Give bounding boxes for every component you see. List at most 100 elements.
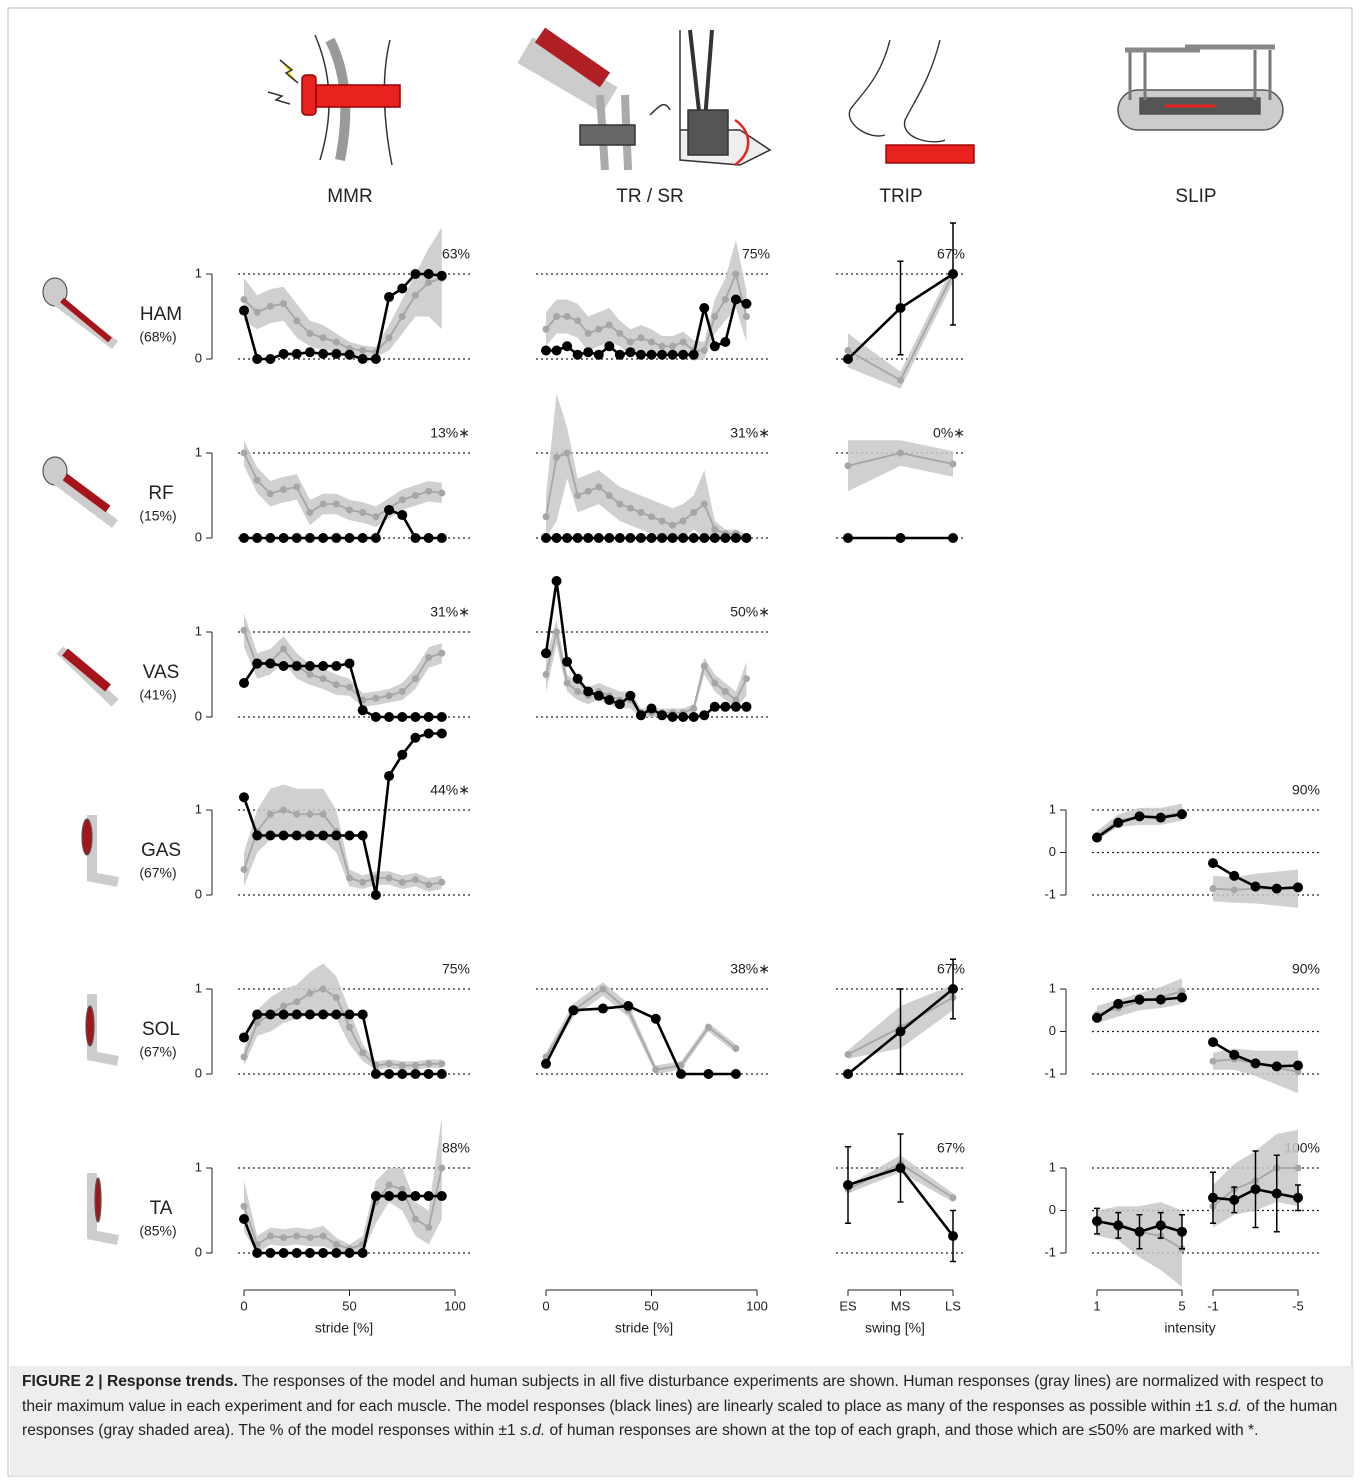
data-point [344, 1248, 355, 1258]
series-line [243, 452, 442, 518]
data-point [265, 1248, 276, 1258]
data-point [423, 533, 434, 543]
panel-annotation: 75% [442, 961, 470, 977]
data-point [331, 348, 342, 359]
data-point [385, 874, 393, 882]
data-point [1271, 1188, 1282, 1199]
column-title: MMR [327, 186, 372, 207]
data-point [398, 313, 406, 320]
data-point [291, 1248, 302, 1258]
series-line [243, 277, 443, 354]
x-tick-label: 0 [240, 1298, 247, 1313]
data-point [397, 510, 408, 521]
data-point [318, 661, 329, 671]
data-point [423, 728, 434, 739]
data-point [410, 1191, 421, 1202]
muscle-share: (85%) [139, 1223, 176, 1239]
sd-band [244, 784, 442, 892]
data-point [436, 270, 447, 281]
x-tick-label: 100 [444, 1298, 466, 1313]
sd-band [848, 265, 953, 389]
panel-annotation: 67% [937, 246, 965, 262]
data-point [895, 303, 906, 313]
series-line [242, 661, 442, 719]
data-point [635, 710, 646, 721]
data-point [1209, 885, 1217, 893]
data-point [646, 349, 657, 360]
sd-band [244, 613, 442, 707]
data-point [1177, 809, 1187, 820]
panel-annotation: 90% [1292, 961, 1320, 977]
data-point [599, 985, 607, 993]
data-point [720, 533, 731, 543]
trip-illustration [848, 39, 975, 164]
y-tick-label: 0 [195, 1065, 202, 1080]
data-point [1113, 817, 1124, 828]
data-point [436, 728, 447, 739]
data-point [436, 712, 447, 722]
slip-illustration [1117, 44, 1284, 131]
data-point [648, 338, 655, 346]
data-point [278, 661, 289, 671]
data-point [658, 342, 666, 350]
data-point [239, 1032, 249, 1043]
y-tick-label: 1 [195, 623, 202, 638]
data-point [1155, 1220, 1166, 1231]
series-line [242, 1013, 442, 1076]
data-point [593, 533, 604, 543]
data-point [346, 506, 353, 514]
data-point [541, 345, 551, 356]
x-axis-label: stride [%] [615, 1320, 673, 1336]
y-tick-label: 0 [195, 886, 202, 901]
data-point [319, 810, 327, 818]
data-point [1229, 1049, 1240, 1060]
data-point [1092, 832, 1102, 843]
y-tick-label: -1 [1044, 1244, 1056, 1259]
data-point [1250, 1184, 1261, 1195]
series-line [545, 987, 737, 1071]
data-point [843, 1180, 853, 1190]
data-point [332, 994, 340, 1001]
data-point [331, 1009, 342, 1020]
sd-band [244, 227, 442, 358]
data-point [425, 279, 433, 286]
data-point [625, 533, 636, 543]
data-point [948, 1231, 958, 1241]
data-point [398, 878, 406, 886]
data-point [398, 1062, 406, 1069]
data-point [266, 490, 274, 498]
y-tick-label: 0 [195, 529, 202, 544]
y-tick-label: 1 [1049, 1159, 1056, 1174]
data-point [563, 679, 571, 687]
data-point [551, 345, 562, 356]
data-point [370, 890, 381, 900]
series-line [244, 508, 442, 540]
data-point [646, 703, 657, 714]
data-point [604, 695, 615, 705]
data-point [679, 338, 687, 346]
data-point [266, 302, 274, 310]
x-tick-label: 100 [746, 1298, 768, 1313]
data-point [704, 1023, 712, 1031]
data-point [278, 830, 289, 841]
muscle-name: TA [150, 1198, 173, 1219]
data-point [562, 533, 573, 543]
y-tick-label: 0 [1049, 1202, 1056, 1217]
data-point [553, 453, 561, 461]
data-point [678, 533, 689, 543]
data-point [344, 1009, 355, 1020]
data-point [423, 712, 434, 722]
data-point [357, 705, 368, 716]
data-point [280, 300, 288, 308]
data-point [385, 1181, 393, 1189]
data-point [699, 533, 710, 543]
data-point [553, 628, 561, 636]
data-point [293, 810, 301, 818]
data-point [438, 1164, 446, 1172]
sd-band [244, 1117, 442, 1253]
x-axis-label: stride [%] [315, 1320, 373, 1336]
data-point [240, 626, 248, 634]
data-point [623, 1001, 634, 1011]
